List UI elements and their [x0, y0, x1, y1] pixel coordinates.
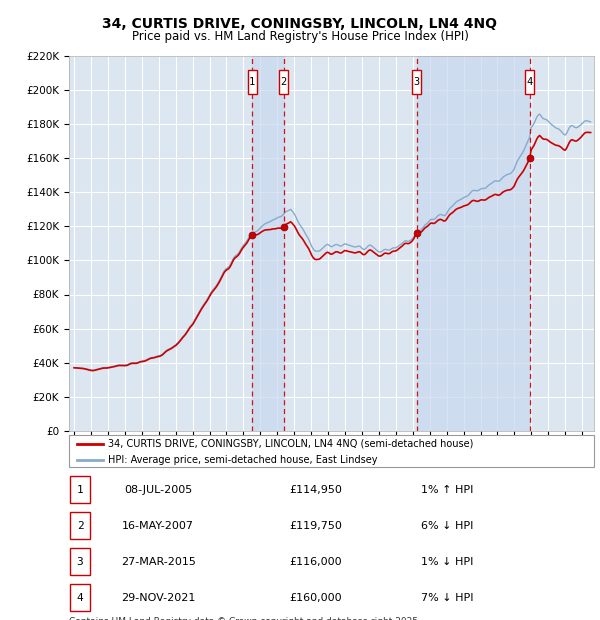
- FancyBboxPatch shape: [525, 70, 535, 94]
- Text: 1% ↓ HPI: 1% ↓ HPI: [421, 557, 473, 567]
- Text: 08-JUL-2005: 08-JUL-2005: [124, 485, 193, 495]
- Text: 1: 1: [249, 77, 256, 87]
- FancyBboxPatch shape: [248, 70, 257, 94]
- Text: 34, CURTIS DRIVE, CONINGSBY, LINCOLN, LN4 4NQ (semi-detached house): 34, CURTIS DRIVE, CONINGSBY, LINCOLN, LN…: [109, 438, 474, 449]
- Text: 7% ↓ HPI: 7% ↓ HPI: [421, 593, 473, 603]
- Text: Contains HM Land Registry data © Crown copyright and database right 2025.
This d: Contains HM Land Registry data © Crown c…: [69, 617, 421, 620]
- Text: 34, CURTIS DRIVE, CONINGSBY, LINCOLN, LN4 4NQ: 34, CURTIS DRIVE, CONINGSBY, LINCOLN, LN…: [103, 17, 497, 32]
- Text: £114,950: £114,950: [289, 485, 342, 495]
- Text: 2: 2: [77, 521, 83, 531]
- Text: 16-MAY-2007: 16-MAY-2007: [122, 521, 194, 531]
- Text: £119,750: £119,750: [289, 521, 342, 531]
- Bar: [252, 56, 284, 431]
- Text: 3: 3: [77, 557, 83, 567]
- Bar: [70, 548, 90, 575]
- Text: £116,000: £116,000: [289, 557, 342, 567]
- Text: 3: 3: [413, 77, 420, 87]
- Bar: [416, 56, 530, 431]
- Text: 29-NOV-2021: 29-NOV-2021: [121, 593, 196, 603]
- Text: 4: 4: [527, 77, 533, 87]
- Text: 2: 2: [280, 77, 287, 87]
- Text: 27-MAR-2015: 27-MAR-2015: [121, 557, 196, 567]
- Text: HPI: Average price, semi-detached house, East Lindsey: HPI: Average price, semi-detached house,…: [109, 454, 378, 465]
- Bar: [70, 584, 90, 611]
- FancyBboxPatch shape: [412, 70, 421, 94]
- Bar: [70, 512, 90, 539]
- Text: 1% ↑ HPI: 1% ↑ HPI: [421, 485, 473, 495]
- Text: 6% ↓ HPI: 6% ↓ HPI: [421, 521, 473, 531]
- Text: 4: 4: [77, 593, 83, 603]
- Text: £160,000: £160,000: [289, 593, 342, 603]
- Text: Price paid vs. HM Land Registry's House Price Index (HPI): Price paid vs. HM Land Registry's House …: [131, 30, 469, 43]
- Bar: [70, 476, 90, 503]
- Text: 1: 1: [77, 485, 83, 495]
- FancyBboxPatch shape: [279, 70, 288, 94]
